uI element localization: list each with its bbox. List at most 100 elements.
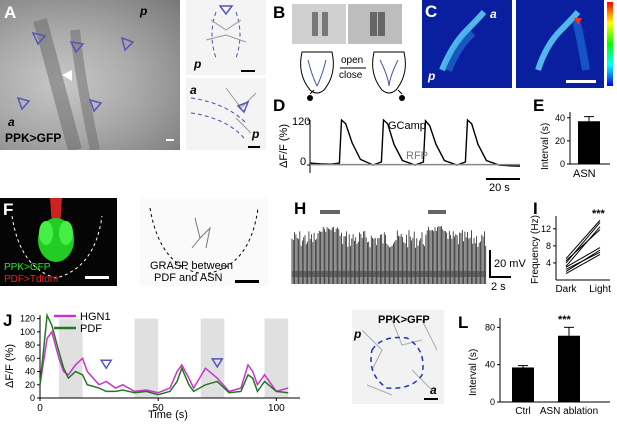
axis-a: a [490, 7, 497, 21]
axis-p: p [428, 69, 436, 83]
e-ytick-label: 0 [560, 159, 565, 169]
label-h: H [294, 199, 307, 218]
j-ytick-label: 80 [25, 340, 35, 350]
arrowhead-icon [120, 36, 135, 52]
panel-f-image: F PPK>GFP PDF>Tdtom [0, 198, 117, 286]
j-ytick-label: 120 [20, 314, 35, 324]
panel-l-chart: 0 40 80 Ctrl ASN ablation Interval (s) *** [460, 312, 617, 424]
j-ytick-label: 60 [25, 353, 35, 363]
k-genotype: PPK>GFP [378, 314, 430, 326]
i-ytick-label: 8 [546, 241, 551, 251]
j-xlabel: Time (s) [148, 409, 188, 421]
panel-c-image-left: C a p [422, 0, 512, 88]
j-ylabel: ΔF/F (%) [4, 343, 16, 388]
label-d: D [273, 96, 286, 115]
panel-a-inset-top: p [186, 0, 266, 75]
i-pair-line [565, 251, 601, 270]
panel-d-chart: ΔF/F (%) 120 0 GCamp RFP [270, 110, 530, 180]
axis-p: p [252, 127, 260, 141]
j-xtick-label: 0 [37, 403, 43, 414]
i-pair-line [565, 253, 601, 275]
e-ylabel: Interval (s) [540, 122, 551, 170]
l-xtick-label: Ctrl [515, 406, 531, 417]
i-ylabel: Frequency (Hz) [530, 215, 541, 284]
i-sig: *** [592, 208, 605, 220]
axis-p: p [194, 57, 202, 71]
white-arrowhead-icon [62, 70, 72, 81]
axis-a: a [190, 83, 197, 97]
panel-a-image: A p a PPK>GFP [0, 0, 180, 150]
l-ylabel: Interval (s) [468, 348, 479, 396]
j-shade-region [134, 318, 159, 398]
f-label-pdf: PDF>Tdtom [4, 274, 59, 285]
arrowhead-icon [16, 96, 31, 111]
h-trace [291, 226, 487, 284]
l-ytick-label: 0 [490, 397, 495, 407]
i-ytick-label: 4 [546, 258, 551, 268]
l-xtick-label: ASN ablation [540, 406, 598, 417]
panel-b-schematic: open close [292, 46, 412, 102]
scale-bar [566, 80, 596, 83]
i-xtick-label: Dark [555, 284, 577, 295]
label-i: I [533, 199, 538, 218]
scale-bar [424, 398, 438, 400]
e-xlabel: ASN [573, 168, 596, 180]
label-b: B [273, 3, 286, 22]
d-ytick-120: 120 [292, 116, 311, 128]
panel-e-chart: 0 20 40 Interval (s) ASN [540, 108, 616, 182]
d-ylabel: ΔF/F (%) [278, 123, 290, 168]
genotype-label: PPK>GFP [5, 131, 62, 145]
d-label-rfp: RFP [406, 150, 428, 162]
panel-i-chart: 4 8 12 Dark Light Frequency (Hz) *** [530, 208, 617, 298]
g-label-1: GRASP between [150, 260, 233, 272]
colorbar [607, 2, 613, 86]
k-axis-p: p [354, 327, 362, 341]
d-label-gcamp: GCamp [388, 120, 426, 132]
j-series-pdf [39, 312, 289, 396]
scale-bar [85, 276, 109, 279]
j-xtick-label: 100 [268, 403, 285, 414]
l-bar [558, 335, 580, 402]
scale-bar [235, 280, 259, 283]
label-f: F [3, 200, 14, 219]
label-close: close [339, 70, 363, 81]
panel-h-chart [290, 208, 522, 292]
j-legend-label: PDF [80, 323, 102, 335]
panel-g-image: GRASP between PDF and ASN [140, 198, 268, 286]
panel-a-arrowheads [16, 18, 174, 150]
arrowhead-icon [99, 359, 113, 370]
j-series-hgn1 [39, 330, 289, 394]
l-ytick-label: 40 [485, 360, 495, 370]
i-pair-line [565, 247, 601, 268]
arrowhead-icon [69, 41, 85, 54]
d-ytick-0: 0 [300, 156, 307, 168]
label-j: J [3, 311, 13, 330]
i-pair-line [565, 229, 601, 262]
e-ytick-label: 20 [555, 136, 565, 146]
l-bar [512, 367, 534, 402]
k-axis-a: a [430, 383, 437, 397]
arrowhead-icon [88, 98, 103, 113]
arrowhead-icon [31, 31, 47, 46]
d-scale-bar [486, 178, 520, 180]
scale-bar [166, 139, 174, 141]
scale-bar [248, 146, 260, 148]
scale-bar [241, 70, 255, 72]
label-c: C [425, 2, 438, 21]
g-label-2: PDF and ASN [154, 272, 223, 284]
j-ytick-label: 100 [20, 327, 35, 337]
h-scale-h [489, 276, 511, 278]
red-arrowhead-icon [574, 18, 582, 25]
arrowhead-icon [210, 358, 224, 369]
arrowhead-icon [218, 5, 234, 16]
i-xtick-label: Light [589, 284, 611, 295]
e-bar [578, 121, 600, 164]
i-ytick-label: 12 [541, 224, 551, 234]
j-xtick-label: 50 [153, 403, 165, 414]
j-ytick-label: 40 [25, 367, 35, 377]
h-light-bar [428, 210, 446, 214]
panel-j-chart: 0 20 40 60 80 100 120 0 50 100 HGN1 PDF ΔF/F (%) Ti… [0, 306, 310, 424]
i-pair-line [565, 219, 601, 259]
panel-b-images [292, 4, 402, 44]
